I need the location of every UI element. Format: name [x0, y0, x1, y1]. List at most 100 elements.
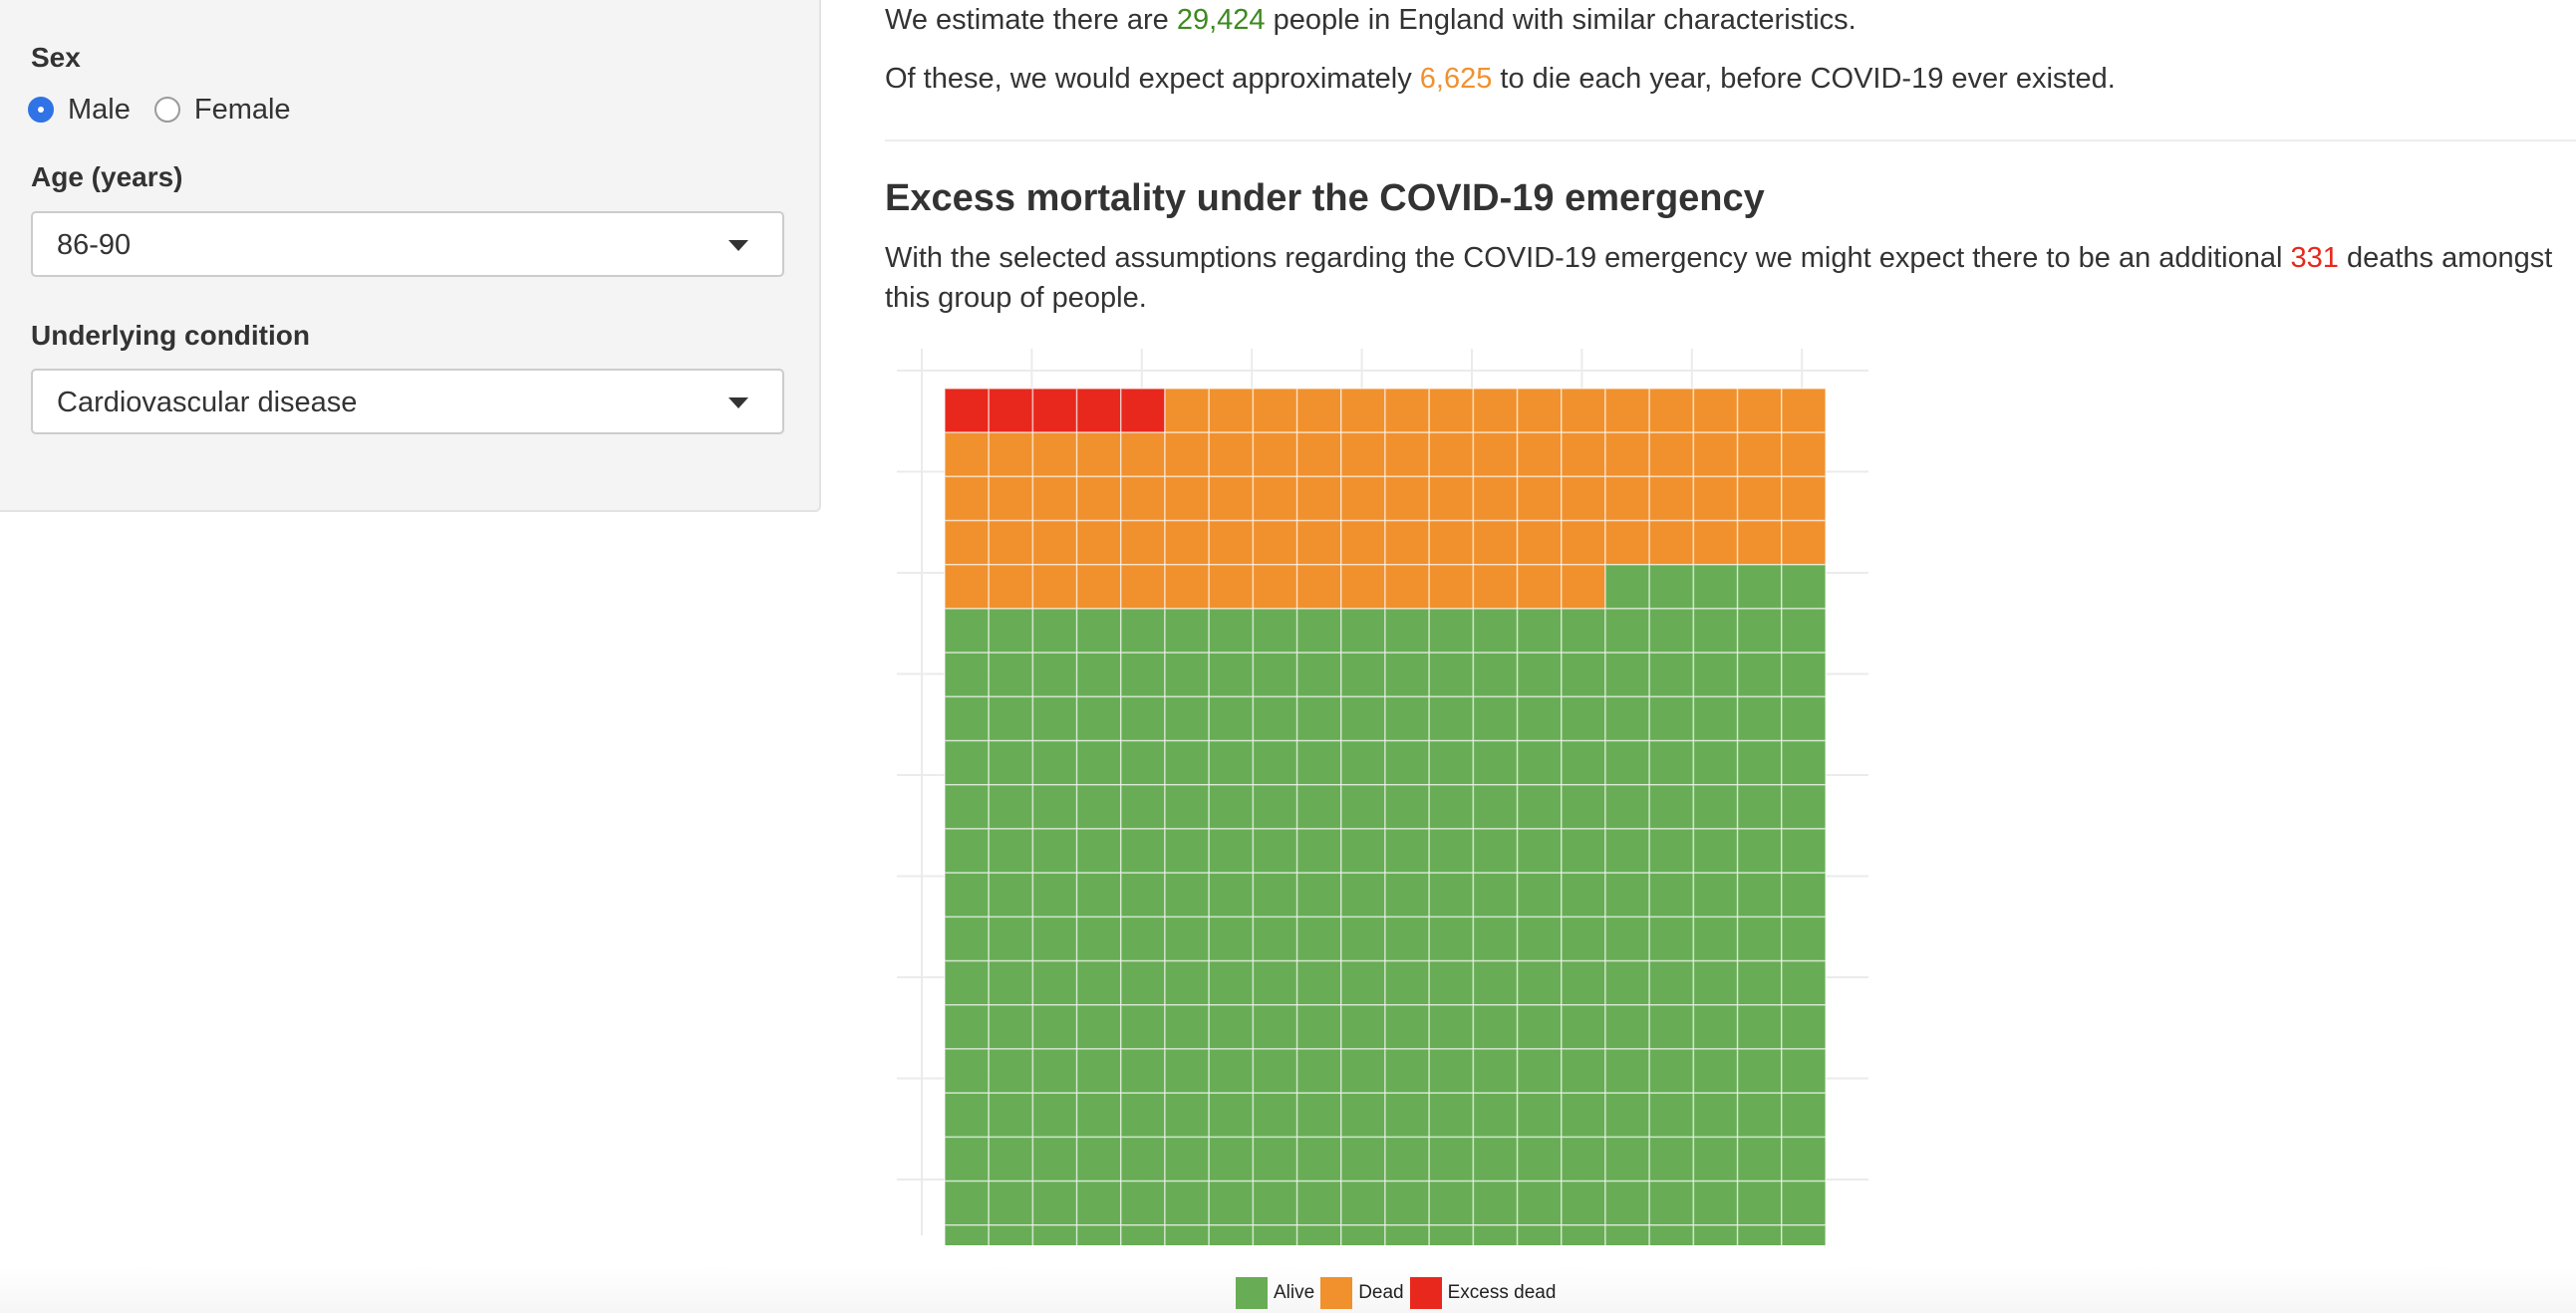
waffle-cell-alive [1604, 959, 1650, 1006]
waffle-cell-excess-dead [1120, 388, 1166, 433]
radio-label-male[interactable]: Male [68, 93, 131, 126]
waffle-cell-alive [1031, 1048, 1078, 1094]
waffle-cell-dead [1472, 564, 1519, 610]
excess-summary: With the selected assumptions regarding … [885, 238, 2576, 318]
waffle-cell-alive [1384, 695, 1430, 742]
waffle-cell-alive [1736, 608, 1783, 654]
waffle-cell-dead [1604, 431, 1650, 478]
waffle-cell-alive [988, 1136, 1034, 1182]
waffle-cell-dead [1516, 564, 1563, 610]
waffle-cell-alive [1340, 1092, 1386, 1139]
radio-button-male[interactable] [28, 97, 54, 123]
waffle-cell-dead [1561, 564, 1606, 610]
waffle-cell-alive [1781, 872, 1827, 919]
legend-swatch-excess-dead [1409, 1277, 1442, 1309]
waffle-cell-alive [1340, 784, 1386, 830]
waffle-cell-alive [988, 695, 1034, 742]
waffle-cell-alive [1472, 739, 1519, 786]
waffle-cell-alive [1648, 608, 1695, 654]
waffle-cell-alive [1252, 1004, 1298, 1050]
waffle-cell-alive [1120, 695, 1166, 742]
waffle-cell-dead [1781, 431, 1827, 478]
radio-label-female[interactable]: Female [193, 93, 291, 126]
waffle-cell-alive [1736, 695, 1783, 742]
waffle-cell-alive [944, 1224, 990, 1245]
waffle-cell-alive [1208, 872, 1255, 919]
waffle-cell-alive [1164, 608, 1210, 654]
waffle-cell-alive [1208, 959, 1255, 1006]
waffle-cell-alive [1736, 739, 1783, 786]
waffle-cell-alive [988, 959, 1034, 1006]
radio-option-male[interactable]: Male [28, 94, 131, 127]
waffle-cell-alive [944, 872, 990, 919]
waffle-cell-alive [1781, 916, 1827, 962]
waffle-cell-alive [1295, 828, 1342, 874]
waffle-cell-alive [1648, 784, 1695, 830]
waffle-cell-alive [1031, 652, 1078, 698]
waffle-cell-alive [1384, 652, 1430, 698]
waffle-cell-alive [1164, 1004, 1210, 1050]
waffle-cell-alive [1692, 784, 1739, 830]
waffle-cell-alive [988, 1004, 1034, 1050]
waffle-cell-alive [1516, 1092, 1563, 1139]
waffle-cell-alive [1561, 1224, 1606, 1245]
waffle-cell-alive [1384, 739, 1430, 786]
waffle-cell-alive [1295, 1180, 1342, 1226]
legend-item-dead: Dead [1320, 1277, 1404, 1309]
population-count: 29,424 [1176, 4, 1266, 36]
waffle-cell-alive [944, 739, 990, 786]
section-title: Excess mortality under the COVID-19 emer… [885, 177, 1765, 219]
waffle-cell-dead [1472, 475, 1519, 522]
waffle-cell-alive [1516, 1180, 1563, 1226]
waffle-cell-alive [1252, 872, 1298, 919]
waffle-cell-alive [1252, 784, 1298, 830]
waffle-cell-dead [1516, 519, 1563, 566]
waffle-cell-alive [1561, 1048, 1606, 1094]
waffle-cell-dead [1340, 519, 1386, 566]
waffle-cell-alive [1252, 828, 1298, 874]
waffle-cell-alive [1781, 1048, 1827, 1094]
waffle-cell-alive [1075, 1048, 1122, 1094]
waffle-cell-alive [1692, 739, 1739, 786]
waffle-cell-alive [1295, 872, 1342, 919]
waffle-cell-dead [1075, 519, 1122, 566]
waffle-cell-alive [1736, 784, 1783, 830]
waffle-cell-dead [988, 519, 1034, 566]
waffle-cell-alive [1648, 1224, 1695, 1245]
waffle-cell-alive [1472, 959, 1519, 1006]
waffle-cell-alive [988, 1180, 1034, 1226]
radio-button-female[interactable] [153, 97, 180, 123]
waffle-cell-alive [1604, 564, 1650, 610]
waffle-cell-alive [1561, 1092, 1606, 1139]
waffle-cell-alive [1472, 1136, 1519, 1182]
waffle-cell-alive [1736, 872, 1783, 919]
condition-select[interactable]: Cardiovascular disease [31, 369, 784, 434]
waffle-cell-dead [988, 564, 1034, 610]
waffle-cell-alive [1120, 739, 1166, 786]
waffle-cell-alive [1340, 1224, 1386, 1245]
waffle-cell-alive [1208, 1180, 1255, 1226]
waffle-cell-alive [1692, 916, 1739, 962]
waffle-cell-dead [1120, 431, 1166, 478]
waffle-cell-alive [1120, 1048, 1166, 1094]
waffle-cell-alive [1384, 872, 1430, 919]
waffle-cell-alive [1295, 739, 1342, 786]
waffle-cell-alive [1472, 1004, 1519, 1050]
age-select[interactable]: 86-90 [31, 211, 784, 277]
waffle-cell-alive [1428, 1224, 1475, 1245]
waffle-cell-alive [1120, 1180, 1166, 1226]
legend-background [0, 1267, 2576, 1313]
waffle-cell-alive [1604, 1180, 1650, 1226]
legend-swatch-dead [1320, 1277, 1353, 1309]
waffle-cell-alive [1340, 1136, 1386, 1182]
waffle-cell-alive [1252, 1048, 1298, 1094]
population-text-post: people in England with similar character… [1273, 4, 1857, 36]
sex-label: Sex [31, 42, 81, 73]
waffle-cell-alive [1252, 695, 1298, 742]
waffle-cell-dead [1736, 431, 1783, 478]
waffle-cell-alive [944, 695, 990, 742]
waffle-cell-alive [944, 1092, 990, 1139]
waffle-cell-alive [1252, 1180, 1298, 1226]
radio-option-female[interactable]: Female [153, 93, 291, 127]
waffle-cell-alive [1120, 608, 1166, 654]
